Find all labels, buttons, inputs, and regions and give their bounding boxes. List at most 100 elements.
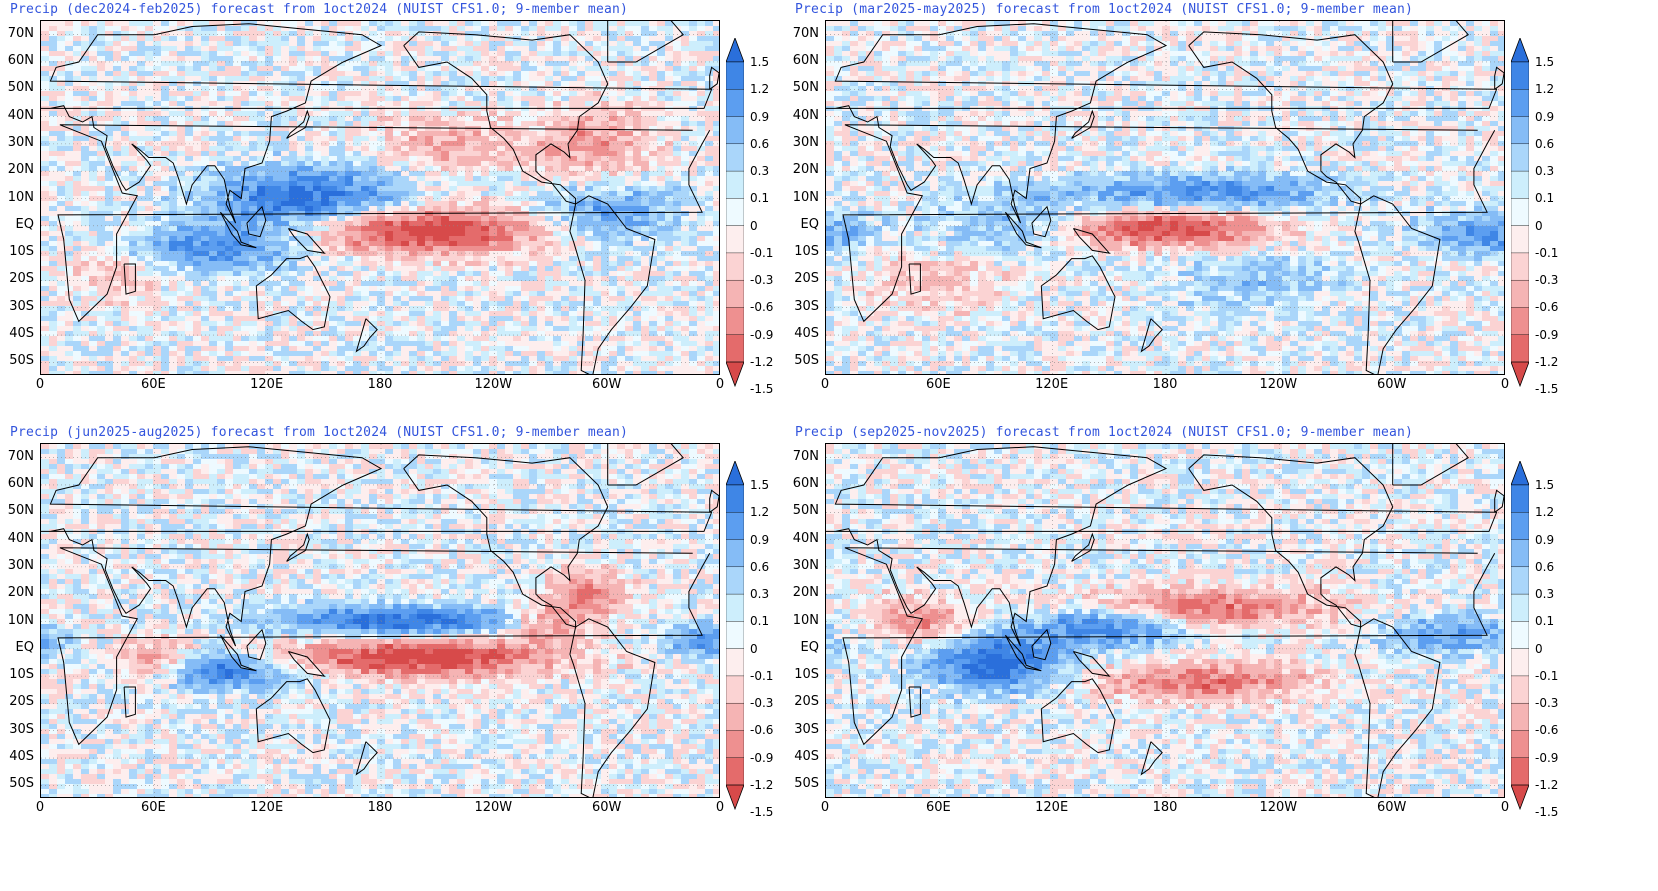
longitude-label: 60W: [592, 800, 621, 815]
coastline: [1354, 618, 1441, 797]
latitude-label: 10S: [787, 244, 819, 259]
colorbar-label: 1.5: [750, 55, 769, 69]
coastline: [1031, 628, 1052, 661]
latitude-label: 30S: [2, 299, 34, 314]
colorbar-label: -0.6: [750, 300, 773, 314]
latitude-label: 10N: [2, 190, 34, 205]
coastline: [908, 263, 921, 295]
colorbar-label: 1.5: [750, 478, 769, 492]
coastline: [709, 66, 719, 90]
latitude-label: 40S: [787, 749, 819, 764]
coastline: [1140, 318, 1163, 353]
coastline: [826, 23, 1498, 224]
coastline: [1031, 205, 1052, 238]
map-svg: [826, 444, 1504, 797]
colorbar-label: 0: [1535, 219, 1543, 233]
latitude-label: 50N: [2, 80, 34, 95]
latitude-label: 40N: [2, 531, 34, 546]
map-title: Precip (dec2024-feb2025) forecast from 1…: [10, 2, 628, 17]
colorbar-label: 1.5: [1535, 55, 1554, 69]
latitude-label: 30N: [2, 558, 34, 573]
colorbar-label: -0.1: [1535, 669, 1558, 683]
map-svg: [41, 444, 719, 797]
coastline: [1188, 454, 1394, 628]
coastline: [1392, 21, 1469, 63]
coastline: [246, 628, 267, 661]
latitude-label: 50N: [787, 80, 819, 95]
colorbar-label: -1.2: [1535, 355, 1558, 369]
latitude-label: 20S: [2, 694, 34, 709]
longitude-label: 180: [368, 800, 393, 815]
coastline: [219, 211, 257, 249]
colorbar-label: -1.2: [1535, 778, 1558, 792]
colorbar-label: -0.1: [750, 669, 773, 683]
latitude-label: 30N: [787, 558, 819, 573]
coastline: [123, 263, 136, 295]
colorbar-label: 0: [1535, 642, 1543, 656]
latitude-label: EQ: [787, 640, 819, 655]
colorbar-label: -0.9: [750, 328, 773, 342]
latitude-label: 60N: [787, 476, 819, 491]
panel-0: Precip (dec2024-feb2025) forecast from 1…: [0, 0, 829, 445]
coastline: [1004, 211, 1042, 249]
latitude-label: 60N: [2, 476, 34, 491]
colorbar-label: 0: [750, 219, 758, 233]
longitude-label: 180: [1153, 377, 1178, 392]
latitude-label: 70N: [2, 26, 34, 41]
latitude-label: 20N: [2, 585, 34, 600]
latitude-label: 20N: [2, 162, 34, 177]
coastline: [286, 532, 310, 562]
colorbar-label: -0.1: [1535, 246, 1558, 260]
coastline: [219, 634, 257, 672]
coastline: [908, 686, 921, 718]
longitude-label: 120W: [474, 800, 512, 815]
colorbar-label: 0.6: [1535, 137, 1554, 151]
latitude-label: 40S: [2, 749, 34, 764]
colorbar-label: -0.6: [1535, 300, 1558, 314]
colorbar-label: 0.9: [1535, 110, 1554, 124]
longitude-label: 180: [1153, 800, 1178, 815]
colorbar-label: -1.2: [750, 355, 773, 369]
longitude-label: 60E: [926, 377, 951, 392]
latitude-label: 40N: [787, 108, 819, 123]
coastline: [842, 547, 1496, 746]
latitude-label: 50S: [2, 776, 34, 791]
colorbar-label: 0.3: [1535, 164, 1554, 178]
longitude-label: 120W: [1259, 800, 1297, 815]
longitude-label: 0: [716, 377, 724, 392]
coastline: [287, 651, 326, 677]
latitude-label: 10N: [787, 190, 819, 205]
latitude-label: 50S: [787, 776, 819, 791]
longitude-label: 0: [36, 377, 44, 392]
colorbar-label: 1.5: [1535, 478, 1554, 492]
colorbar-label: -0.3: [1535, 696, 1558, 710]
coastline: [1071, 109, 1095, 139]
latitude-label: 30N: [2, 135, 34, 150]
coastline: [1040, 678, 1116, 754]
coastline: [287, 228, 326, 254]
colorbar-label: -1.5: [1535, 382, 1558, 396]
panel-1: Precip (mar2025-may2025) forecast from 1…: [785, 0, 1614, 445]
latitude-label: 10S: [2, 667, 34, 682]
coastline: [607, 21, 684, 63]
longitude-label: 120E: [1035, 377, 1068, 392]
colorbar-label: 0.3: [750, 164, 769, 178]
coastline: [709, 489, 719, 513]
longitude-label: 60E: [926, 800, 951, 815]
latitude-label: 50S: [787, 353, 819, 368]
latitude-label: 70N: [787, 449, 819, 464]
colorbar: [726, 38, 744, 388]
colorbar-label: -1.2: [750, 778, 773, 792]
longitude-label: 60E: [141, 800, 166, 815]
coastline: [1072, 228, 1111, 254]
coastline: [57, 124, 711, 323]
coastline: [1004, 634, 1042, 672]
latitude-label: 70N: [2, 449, 34, 464]
precip-anomaly-map: [40, 443, 720, 798]
colorbar: [1511, 38, 1529, 388]
coastline: [842, 124, 1496, 323]
panel-2: Precip (jun2025-aug2025) forecast from 1…: [0, 423, 829, 868]
longitude-label: 60W: [1377, 800, 1406, 815]
latitude-label: 30S: [787, 299, 819, 314]
latitude-label: 60N: [787, 53, 819, 68]
